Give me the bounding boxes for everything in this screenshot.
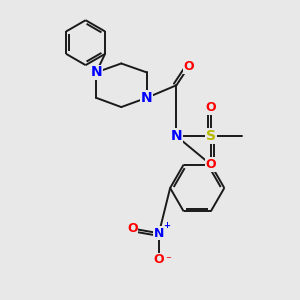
Text: N: N [141,91,152,105]
Text: O: O [154,253,164,266]
Text: O: O [206,101,216,114]
Text: N: N [90,65,102,80]
Text: O: O [206,158,216,171]
Text: N: N [171,129,182,143]
Text: ⁻: ⁻ [165,255,171,265]
Text: O: O [127,222,138,235]
Text: +: + [163,221,170,230]
Text: S: S [206,129,216,143]
Text: O: O [183,60,194,73]
Text: N: N [154,227,164,240]
